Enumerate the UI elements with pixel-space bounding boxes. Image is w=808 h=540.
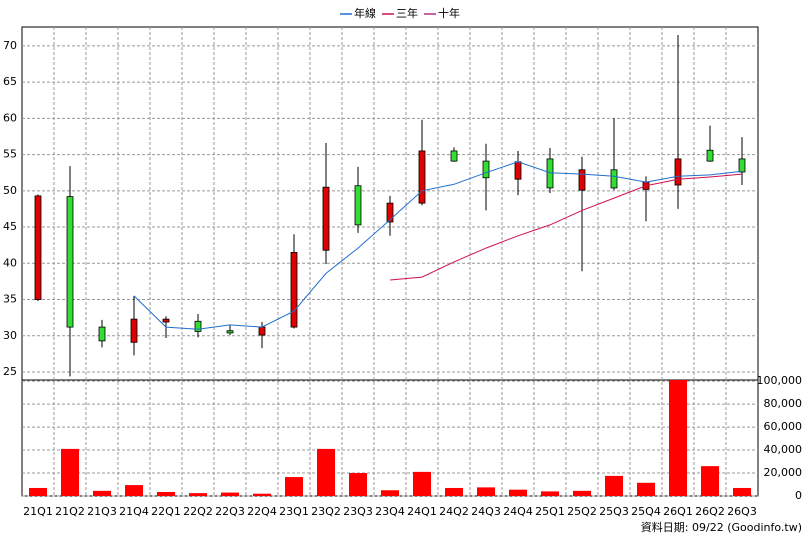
y-tick-label: 70 <box>3 39 17 52</box>
x-tick-label: 22Q2 <box>183 505 213 518</box>
x-tick-label: 24Q1 <box>407 505 437 518</box>
x-tick-label: 22Q3 <box>215 505 245 518</box>
candle-body <box>514 161 522 180</box>
candle-body <box>98 326 106 342</box>
x-tick-label: 26Q2 <box>695 505 725 518</box>
candle-body <box>258 326 266 336</box>
legend-label: 十年 <box>438 6 460 20</box>
volume-bar <box>349 473 367 496</box>
x-tick-label: 26Q1 <box>663 505 693 518</box>
y-tick-label: 45 <box>3 220 17 233</box>
volume-bar <box>413 471 431 496</box>
y-tick-label: 50 <box>3 184 17 197</box>
candle-body <box>162 318 170 323</box>
candle-body <box>738 158 746 173</box>
volume-bar <box>61 448 79 496</box>
volume-bar <box>573 490 591 496</box>
ma-line <box>133 161 743 330</box>
x-tick-label: 21Q4 <box>119 505 149 518</box>
x-tick-label: 24Q3 <box>471 505 501 518</box>
volume-bar <box>125 485 143 496</box>
x-tick-label: 24Q2 <box>439 505 469 518</box>
candle-body <box>130 318 138 343</box>
x-tick-label: 25Q4 <box>631 505 661 518</box>
candle-body <box>386 202 394 223</box>
candle-body <box>34 195 42 300</box>
volume-bar <box>29 487 47 496</box>
candle-body <box>194 320 202 332</box>
volume-bar <box>477 487 495 496</box>
x-tick-label: 22Q4 <box>247 505 277 518</box>
x-tick-label: 25Q1 <box>535 505 565 518</box>
x-tick-label: 25Q2 <box>567 505 597 518</box>
candle-body <box>706 149 714 162</box>
legend-label: 年線 <box>354 6 376 20</box>
volume-bar <box>605 475 623 496</box>
candle-body <box>482 160 490 179</box>
candle-body <box>354 185 362 226</box>
volume-bar <box>541 491 559 496</box>
y2-tick-label: 20,000 <box>764 466 803 479</box>
x-tick-label: 21Q1 <box>23 505 53 518</box>
x-tick-label: 23Q2 <box>311 505 341 518</box>
candle-body <box>290 252 298 328</box>
legend: 年線 三年 十年 <box>340 6 460 20</box>
x-tick-label: 23Q4 <box>375 505 405 518</box>
y2-tick-label: 0 <box>795 489 802 502</box>
y-tick-label: 35 <box>3 293 17 306</box>
y-tick-label: 55 <box>3 148 17 161</box>
footer: 資料日期: 09/22 (Goodinfo.tw) <box>641 520 802 534</box>
x-tick-label: 24Q4 <box>503 505 533 518</box>
y-tick-label: 30 <box>3 329 17 342</box>
volume-bar <box>733 487 751 496</box>
volume-bar <box>381 490 399 496</box>
volume-bar <box>221 492 239 496</box>
candle-body <box>610 169 618 189</box>
candle-body <box>450 150 458 162</box>
volume-bar <box>189 493 207 496</box>
x-tick-label: 25Q3 <box>599 505 629 518</box>
x-tick-label: 22Q1 <box>151 505 181 518</box>
candle-body <box>66 196 74 328</box>
x-tick-label: 21Q2 <box>55 505 85 518</box>
volume-bar <box>317 448 335 496</box>
volume-bar <box>253 493 271 496</box>
volume-bar <box>445 487 463 496</box>
candle-body <box>418 150 426 204</box>
candle-body <box>322 186 330 251</box>
y2-tick-label: 40,000 <box>764 443 803 456</box>
y-tick-label: 40 <box>3 256 17 269</box>
candle-body <box>226 330 234 334</box>
y2-tick-label: 80,000 <box>764 397 803 410</box>
volume-bar <box>637 482 655 496</box>
x-tick-label: 21Q3 <box>87 505 117 518</box>
volume-bar <box>669 380 687 496</box>
y2-tick-label: 60,000 <box>764 420 803 433</box>
x-tick-label: 23Q3 <box>343 505 373 518</box>
y-tick-label: 25 <box>3 365 17 378</box>
x-tick-label: 26Q3 <box>727 505 757 518</box>
volume-bar <box>285 477 303 496</box>
candle-body <box>674 158 682 186</box>
y-tick-label: 60 <box>3 111 17 124</box>
y2-tick-label: 100,000 <box>757 374 803 387</box>
volume-bar <box>701 466 719 496</box>
x-tick-label: 23Q1 <box>279 505 309 518</box>
candle-body <box>546 158 554 189</box>
y-tick-label: 65 <box>3 75 17 88</box>
volume-bar <box>93 490 111 496</box>
volume-bar <box>509 489 527 496</box>
legend-label: 三年 <box>396 6 418 20</box>
candle-body <box>578 169 586 191</box>
volume-bar <box>157 491 175 496</box>
ma-line <box>389 173 743 281</box>
